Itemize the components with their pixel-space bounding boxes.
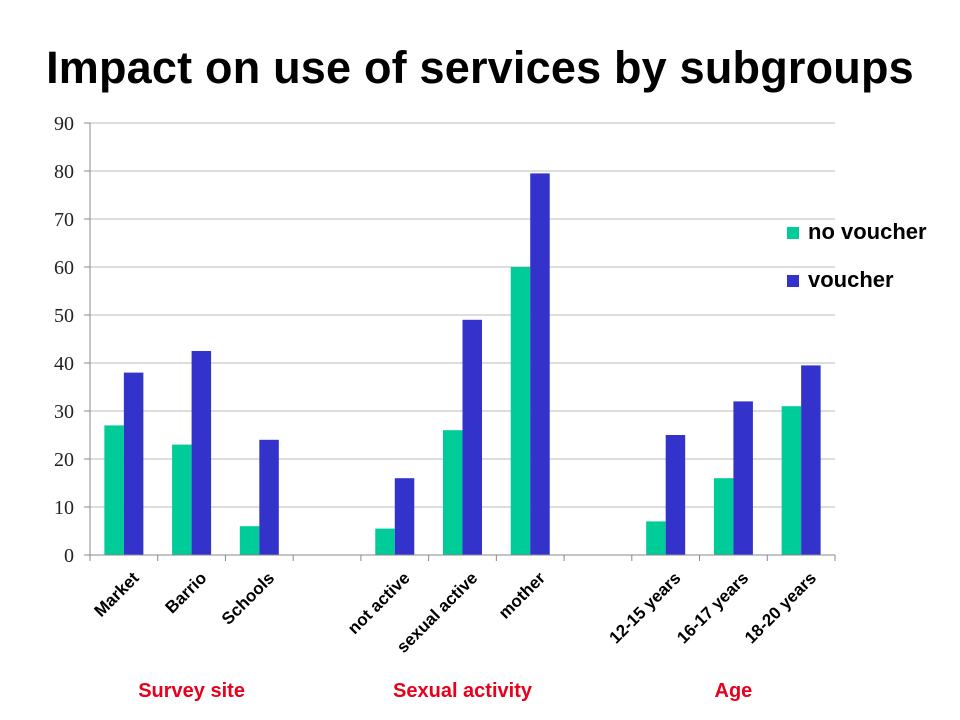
bar-voucher [191,351,212,555]
legend-swatch [787,227,799,239]
y-tick-label: 20 [54,449,74,471]
x-tick-label: 18-20 years [741,568,820,647]
y-tick-label: 10 [54,497,74,519]
bar-voucher [259,439,279,555]
bar-voucher [462,319,482,555]
group-label: Age [715,680,753,702]
group-label: Survey site [138,680,245,702]
x-tick-label: Schools [218,568,278,628]
x-tick-label: 16-17 years [673,568,752,647]
legend: no voucher voucher [787,219,927,292]
group-label: Sexual activity [393,680,533,702]
bar-no-voucher [781,406,802,555]
y-tick-label: 90 [54,113,74,135]
y-tick-label: 80 [54,161,74,183]
legend-label: no voucher [808,219,927,244]
group-labels: Survey site Sexual activity Age [138,680,752,702]
y-tick-label: 30 [54,401,74,423]
bar-no-voucher [646,521,666,555]
x-tick-label: mother [495,568,549,622]
bar-voucher [801,365,821,555]
x-axis [89,554,836,561]
chart-title: Impact on use of services by subgroups [46,42,914,93]
x-tick-label: Market [90,568,142,620]
bars [104,173,821,555]
y-tick-label: 60 [54,257,74,279]
bar-voucher [665,435,686,555]
legend-swatch [787,275,799,287]
bar-voucher [123,372,144,555]
bar-voucher [394,478,415,555]
bar-no-voucher [510,267,531,555]
bar-no-voucher [375,528,395,555]
bar-no-voucher [713,478,734,555]
x-tick-label: Barrio [162,568,211,617]
y-axis: 0 10 20 30 40 50 60 70 80 90 [54,113,91,567]
bar-voucher [733,401,753,555]
x-tick-label: not active [344,568,414,638]
bar-no-voucher [104,425,124,555]
bar-no-voucher [443,430,463,555]
bar-no-voucher [239,526,260,555]
y-tick-label: 50 [54,305,74,327]
bar-voucher [530,173,550,555]
y-tick-label: 40 [54,353,74,375]
y-tick-label: 0 [64,545,74,567]
x-tick-label: 12-15 years [606,568,685,647]
legend-label: voucher [808,267,894,292]
y-tick-label: 70 [54,209,74,231]
bar-no-voucher [172,444,192,555]
